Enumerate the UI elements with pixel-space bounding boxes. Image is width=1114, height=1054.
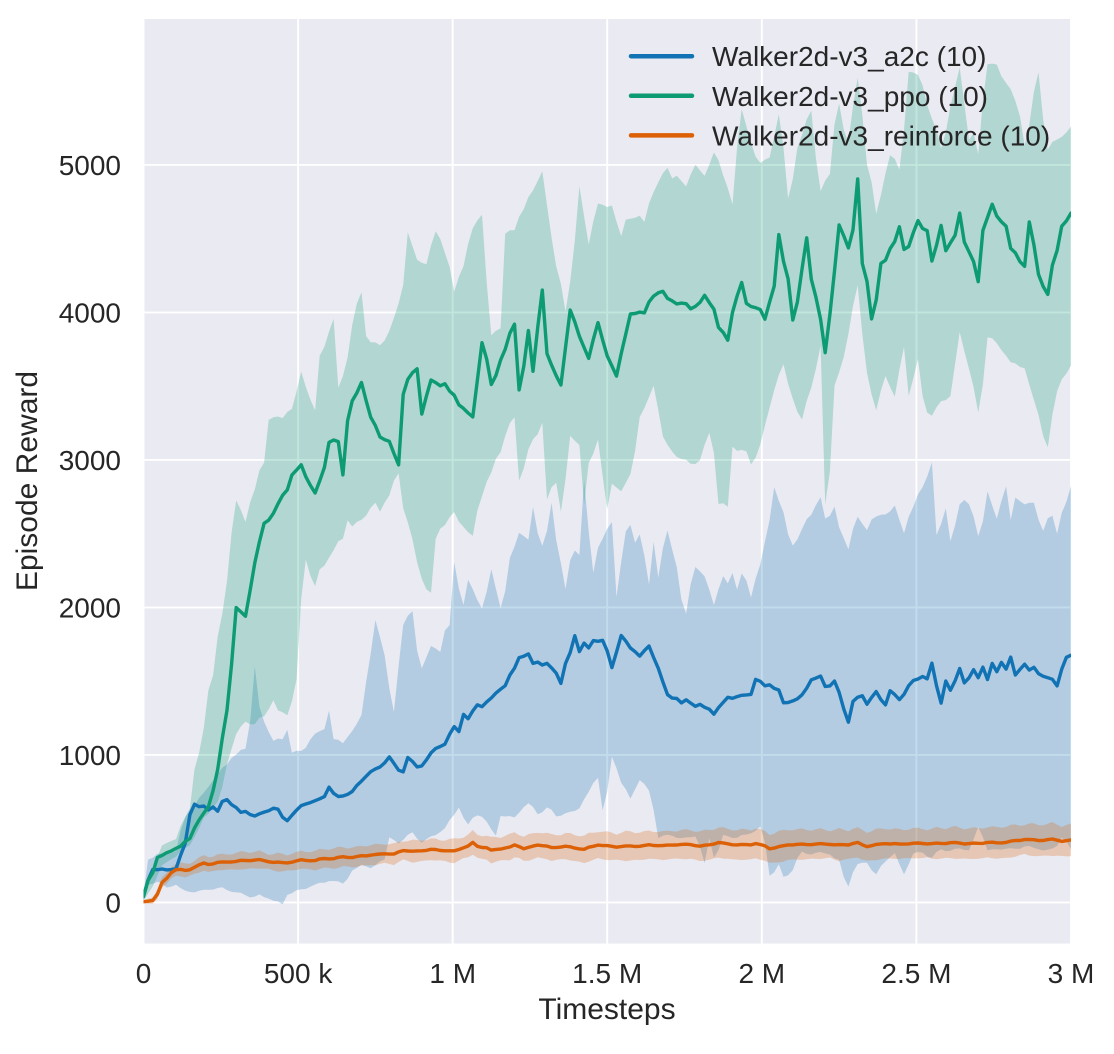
- svg-text:2 M: 2 M: [738, 958, 785, 989]
- svg-text:2.5 M: 2.5 M: [881, 958, 951, 989]
- svg-text:Walker2d-v3_ppo (10): Walker2d-v3_ppo (10): [712, 81, 988, 112]
- svg-text:Walker2d-v3_a2c (10): Walker2d-v3_a2c (10): [712, 41, 986, 72]
- svg-text:1000: 1000: [59, 740, 121, 771]
- svg-text:2000: 2000: [59, 592, 121, 623]
- svg-text:3 M: 3 M: [1048, 958, 1095, 989]
- svg-text:Timesteps: Timesteps: [538, 993, 675, 1026]
- svg-text:500 k: 500 k: [264, 958, 333, 989]
- svg-text:Walker2d-v3_reinforce (10): Walker2d-v3_reinforce (10): [712, 120, 1050, 151]
- svg-text:3000: 3000: [59, 445, 121, 476]
- svg-text:0: 0: [105, 887, 121, 918]
- svg-text:0: 0: [136, 958, 152, 989]
- svg-text:4000: 4000: [59, 297, 121, 328]
- svg-text:Episode Reward: Episode Reward: [11, 371, 44, 591]
- svg-text:5000: 5000: [59, 150, 121, 181]
- svg-text:1 M: 1 M: [429, 958, 476, 989]
- svg-text:1.5 M: 1.5 M: [572, 958, 642, 989]
